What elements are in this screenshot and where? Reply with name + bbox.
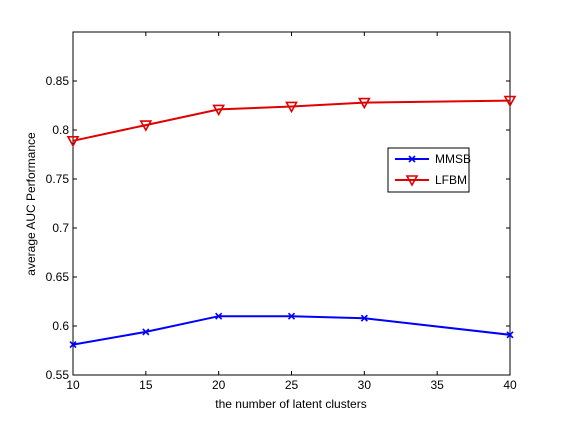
x-tick-label: 35 (430, 378, 444, 392)
y-tick-label: 0.65 (46, 270, 70, 284)
x-tick-label: 15 (139, 378, 153, 392)
y-axis-title: average AUC Performance (24, 132, 38, 276)
marker-stroke (408, 155, 416, 163)
marker-stroke (215, 312, 223, 320)
data-point-mmsb (287, 312, 296, 320)
y-tick-label: 0.55 (46, 368, 70, 382)
data-point-lfbm (139, 120, 153, 132)
series-line-mmsb (72, 315, 511, 346)
x-tick-label: 10 (66, 378, 80, 392)
legend: MMSB LFBM (387, 147, 471, 193)
plot-area (72, 31, 511, 376)
y-tick-label: 0.85 (46, 74, 70, 88)
legend-marker-lfbm (405, 175, 419, 187)
marker-stroke (142, 328, 150, 336)
x-tick-label: 20 (212, 378, 226, 392)
data-point-mmsb (142, 328, 150, 336)
data-point-lfbm (357, 97, 371, 110)
legend-label-mmsb: MMSB (435, 152, 471, 166)
x-axis-title: the number of latent clusters (215, 397, 366, 411)
data-point-lfbm (503, 95, 517, 108)
data-point-mmsb (506, 331, 514, 339)
marker-stroke (287, 312, 296, 320)
x-tick-label: 25 (285, 378, 299, 392)
data-point-mmsb (69, 341, 77, 349)
x-tick-label: 40 (503, 378, 517, 392)
series-lfbm (66, 95, 517, 148)
marker-stroke (360, 314, 368, 322)
series-line-lfbm (72, 99, 511, 142)
legend-box (387, 147, 470, 193)
axis-ticks: 10 15 20 25 30 35 40 0.55 0.6 0.65 0.7 0.75 0.8 0.85 (46, 32, 517, 392)
data-point-mmsb (360, 314, 368, 322)
marker-stroke (506, 331, 514, 339)
data-point-lfbm (66, 135, 80, 148)
series-layer (66, 95, 517, 349)
y-tick-label: 0.6 (52, 319, 69, 333)
data-point-lfbm (285, 101, 298, 114)
marker-stroke (69, 341, 77, 349)
y-tick-label: 0.8 (52, 123, 69, 137)
series-mmsb (69, 312, 514, 349)
y-tick-label: 0.7 (52, 221, 69, 235)
y-tick-label: 0.75 (46, 172, 70, 186)
x-tick-label: 30 (358, 378, 372, 392)
data-point-mmsb (215, 312, 223, 320)
data-point-lfbm (212, 104, 226, 117)
legend-marker-mmsb (408, 155, 416, 163)
legend-label-lfbm: LFBM (435, 173, 467, 187)
